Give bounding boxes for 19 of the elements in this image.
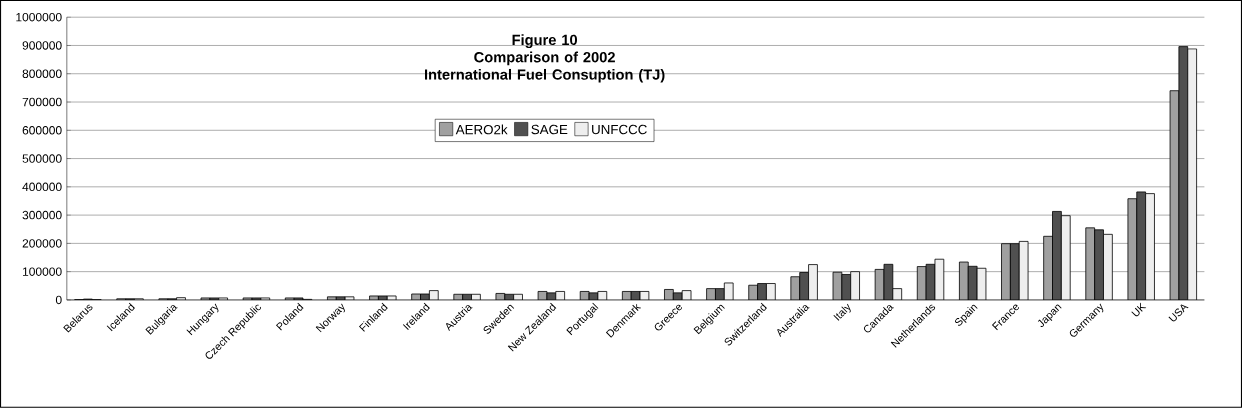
- x-tick-label: UK: [1131, 302, 1147, 317]
- text: Figure 10: [512, 34, 578, 49]
- y-tick-label: 600000: [22, 126, 62, 135]
- legend-label: SAGE: [531, 124, 568, 135]
- x-tick-label: USA: [1168, 304, 1189, 322]
- y-tick-label: 500000: [22, 154, 62, 163]
- y-tick-label: 900000: [22, 41, 62, 50]
- x-tick-label: Italy: [833, 303, 851, 321]
- legend-label: UNFCCC: [592, 124, 647, 135]
- y-tick-label: 200000: [22, 239, 62, 248]
- y-tick-label: 700000: [22, 97, 62, 107]
- y-tick-label: 400000: [22, 182, 62, 192]
- y-tick-label: 100000: [22, 267, 62, 277]
- y-tick-label: 300000: [22, 210, 62, 220]
- legend-label: AERO2k: [455, 124, 508, 135]
- y-tick-label: 0: [55, 295, 62, 305]
- y-tick-label: 800000: [22, 69, 62, 79]
- y-tick-label: 1000000: [16, 13, 62, 22]
- text: Comparison of 2002 International Fuel Consuption (TJ): [424, 51, 665, 83]
